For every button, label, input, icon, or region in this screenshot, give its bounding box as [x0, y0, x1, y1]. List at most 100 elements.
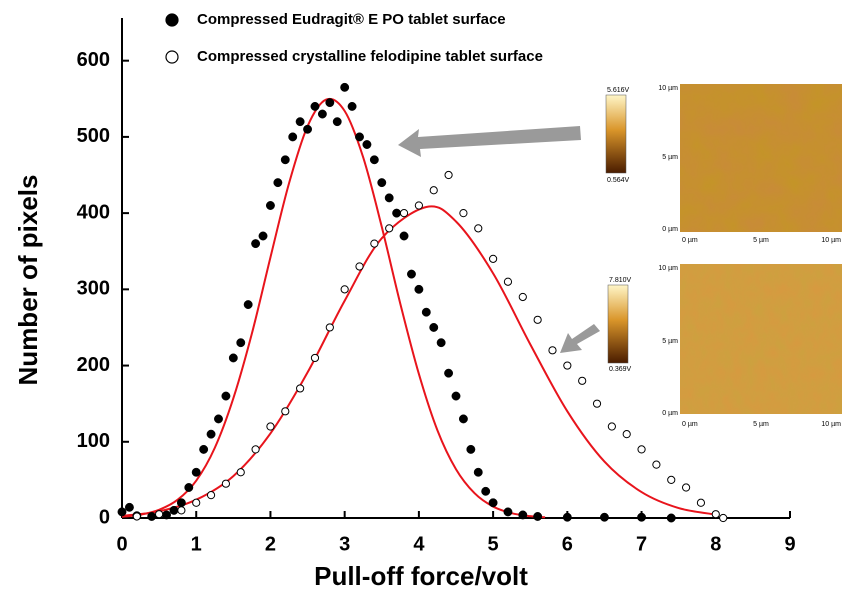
afm-image	[680, 264, 842, 414]
afm-x-label: 5 µm	[753, 421, 769, 428]
data-point	[318, 110, 326, 118]
x-tick-label: 4	[413, 533, 425, 555]
data-point	[392, 209, 400, 217]
data-point	[192, 468, 200, 476]
data-point	[667, 514, 675, 522]
color-bar	[606, 95, 626, 173]
data-point	[252, 446, 259, 453]
data-point	[422, 308, 430, 316]
afm-image	[680, 84, 842, 232]
data-point	[460, 210, 467, 217]
data-point	[697, 499, 704, 506]
data-point	[637, 513, 645, 521]
data-point	[363, 140, 371, 148]
data-point	[452, 392, 460, 400]
y-tick-label: 0	[99, 506, 110, 528]
afm-x-label: 5 µm	[753, 237, 769, 244]
data-point	[467, 445, 475, 453]
data-point	[274, 178, 282, 186]
x-tick-label: 2	[265, 533, 276, 555]
data-point	[311, 102, 319, 110]
data-point	[156, 511, 163, 518]
y-tick-label: 100	[77, 430, 110, 452]
data-point	[415, 202, 422, 209]
data-point	[326, 324, 333, 331]
data-point	[593, 400, 600, 407]
data-point	[668, 476, 675, 483]
data-point	[608, 423, 615, 430]
data-point	[162, 511, 170, 519]
data-point	[222, 392, 230, 400]
data-point	[415, 285, 423, 293]
data-point	[459, 415, 467, 423]
data-point	[251, 239, 259, 247]
data-point	[289, 133, 297, 141]
data-point	[341, 286, 348, 293]
data-point	[623, 431, 630, 438]
data-point	[266, 201, 274, 209]
legend-label: Compressed Eudragit® E PO tablet surface	[197, 11, 506, 28]
data-point	[400, 210, 407, 217]
data-point	[519, 293, 526, 300]
afm-inset: 5.616V 0.564V 10 µm 5 µm 0 µm 0 µm 5 µm …	[606, 84, 842, 244]
data-point	[533, 512, 541, 520]
data-point	[267, 423, 274, 430]
data-point	[340, 83, 348, 91]
data-point	[237, 338, 245, 346]
data-point	[444, 369, 452, 377]
data-point	[638, 446, 645, 453]
data-point	[207, 492, 214, 499]
data-point	[371, 240, 378, 247]
x-tick-label: 0	[116, 533, 127, 555]
data-point	[407, 270, 415, 278]
data-point	[259, 232, 267, 240]
colorbar-min: 0.369V	[609, 366, 632, 373]
y-tick-label: 500	[77, 125, 110, 147]
data-point	[564, 362, 571, 369]
data-point	[489, 499, 497, 507]
legend-marker	[166, 51, 178, 63]
colorbar-max: 5.616V	[607, 87, 630, 94]
data-point	[519, 511, 527, 519]
arrow	[560, 324, 600, 353]
x-tick-label: 8	[710, 533, 721, 555]
data-point	[185, 483, 193, 491]
data-point	[118, 508, 126, 516]
x-tick-label: 7	[636, 533, 647, 555]
data-point	[481, 487, 489, 495]
data-point	[214, 415, 222, 423]
afm-y-label: 0 µm	[662, 410, 678, 417]
data-point	[549, 347, 556, 354]
data-point	[430, 323, 438, 331]
data-point	[297, 385, 304, 392]
data-point	[490, 255, 497, 262]
data-point	[296, 117, 304, 125]
afm-x-label: 0 µm	[682, 421, 698, 428]
x-tick-label: 5	[488, 533, 499, 555]
data-point	[326, 98, 334, 106]
x-axis-title: Pull-off force/volt	[314, 561, 528, 591]
data-point	[653, 461, 660, 468]
data-point	[177, 499, 185, 507]
data-point	[445, 171, 452, 178]
data-point	[600, 513, 608, 521]
data-point	[348, 102, 356, 110]
afm-y-label: 10 µm	[658, 265, 678, 272]
legend-marker	[166, 14, 178, 26]
colorbar-min: 0.564V	[607, 177, 630, 184]
data-point	[356, 263, 363, 270]
data-point	[333, 117, 341, 125]
fit-line	[122, 99, 545, 517]
afm-y-label: 5 µm	[662, 154, 678, 161]
data-point	[281, 156, 289, 164]
afm-y-label: 10 µm	[658, 85, 678, 92]
data-point	[720, 514, 727, 521]
data-point	[147, 512, 155, 520]
data-point	[237, 469, 244, 476]
colorbar-max: 7.810V	[609, 277, 632, 284]
data-point	[355, 133, 363, 141]
data-point	[282, 408, 289, 415]
y-tick-label: 600	[77, 49, 110, 71]
afm-inset: 7.810V 0.369V 10 µm 5 µm 0 µm 0 µm 5 µm …	[608, 264, 842, 428]
data-point	[244, 300, 252, 308]
